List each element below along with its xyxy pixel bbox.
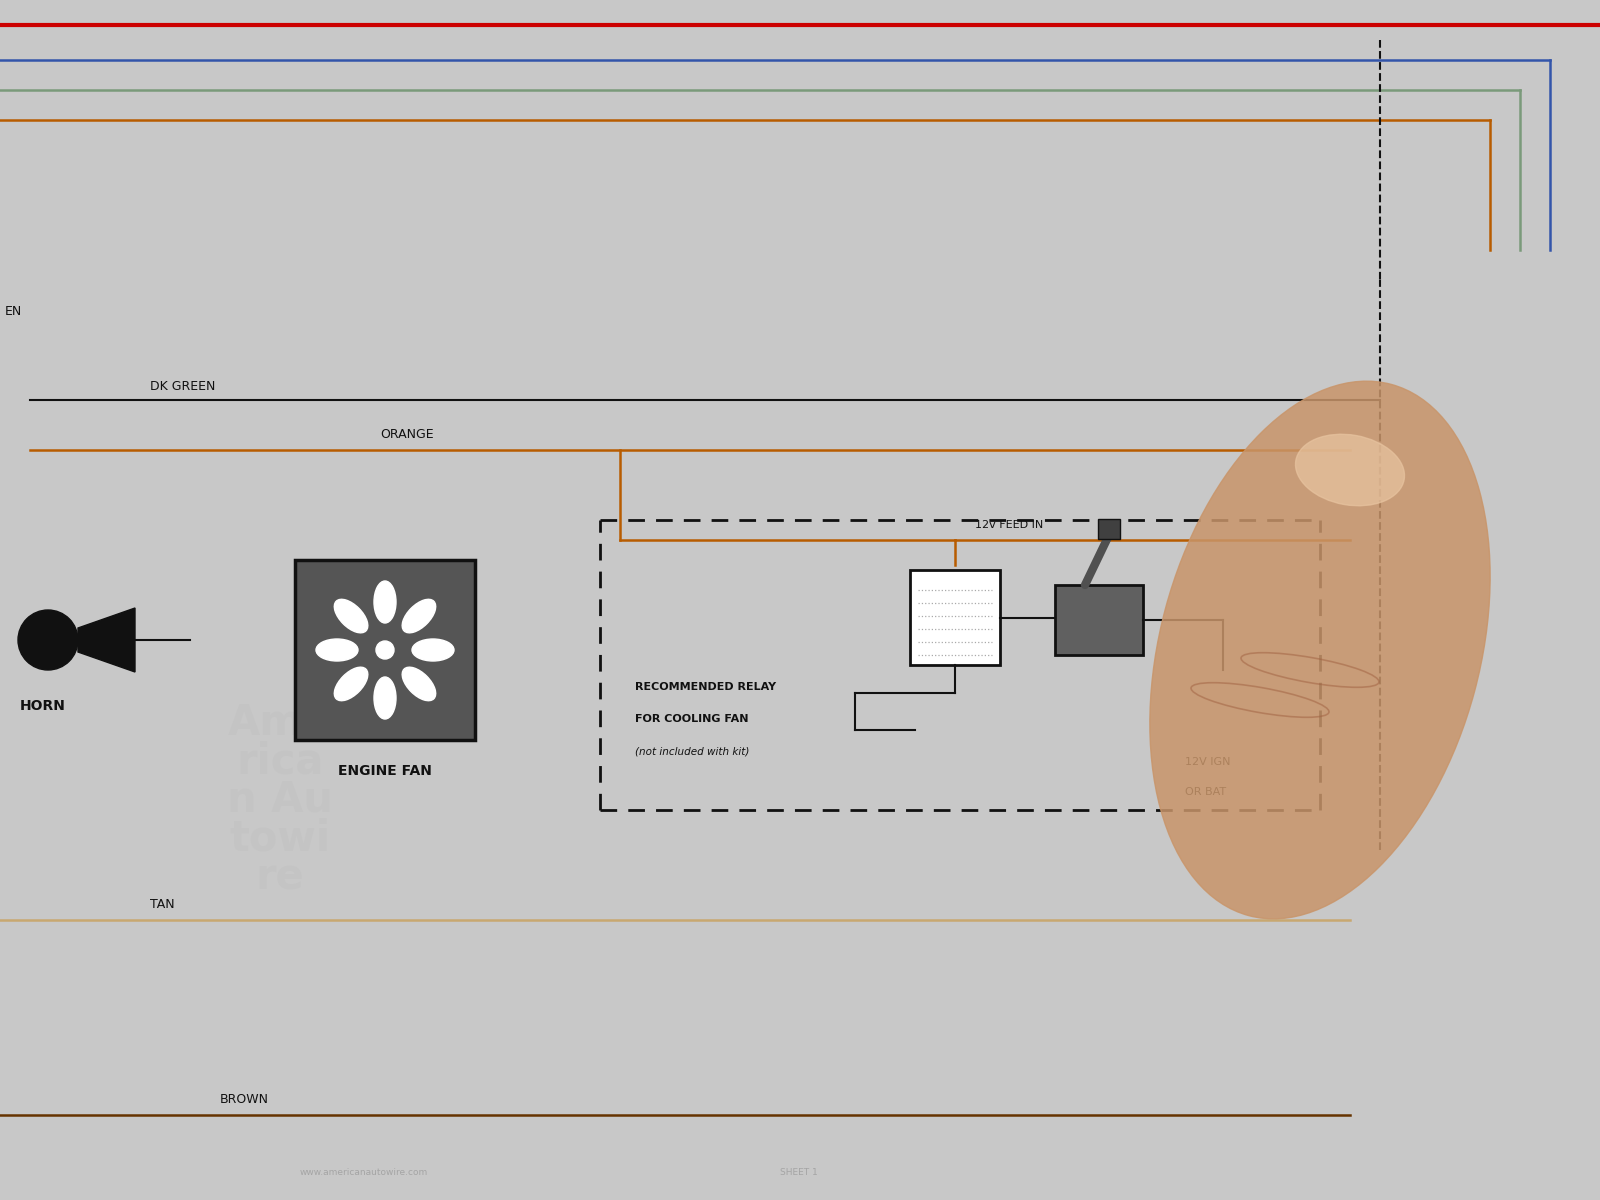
Polygon shape [78,608,134,672]
Bar [294,560,475,740]
Text: ENGINE FAN: ENGINE FAN [338,764,432,778]
Ellipse shape [334,599,368,632]
Ellipse shape [1296,434,1405,505]
Text: ORANGE: ORANGE [381,428,434,440]
Text: 12v FEED IN: 12v FEED IN [974,520,1043,530]
Ellipse shape [374,677,397,719]
Text: OR BAT: OR BAT [1186,787,1226,797]
Ellipse shape [374,581,397,623]
Text: (not included with kit): (not included with kit) [635,746,749,756]
Bar [910,570,1000,665]
Ellipse shape [402,599,435,632]
Text: DK GREEN: DK GREEN [150,380,216,392]
Text: HORN: HORN [21,698,66,713]
Text: 12V IGN: 12V IGN [1186,757,1230,767]
Ellipse shape [1150,382,1490,919]
Text: EN: EN [5,305,22,318]
Text: FOR COOLING FAN: FOR COOLING FAN [635,714,749,724]
Circle shape [376,641,394,659]
Text: www.americanautowire.com: www.americanautowire.com [301,1168,429,1177]
Text: Ame
rica
n Au
towi
re: Ame rica n Au towi re [227,702,333,899]
Ellipse shape [413,638,454,661]
Text: BROWN: BROWN [221,1093,269,1106]
Text: TAN: TAN [150,898,174,911]
Ellipse shape [402,667,435,701]
Bar [1054,586,1142,655]
Ellipse shape [317,638,358,661]
Text: SHEET 1: SHEET 1 [781,1168,818,1177]
Circle shape [18,610,78,670]
Text: RECOMMENDED RELAY: RECOMMENDED RELAY [635,682,776,692]
Bar [1098,518,1120,539]
Ellipse shape [334,667,368,701]
